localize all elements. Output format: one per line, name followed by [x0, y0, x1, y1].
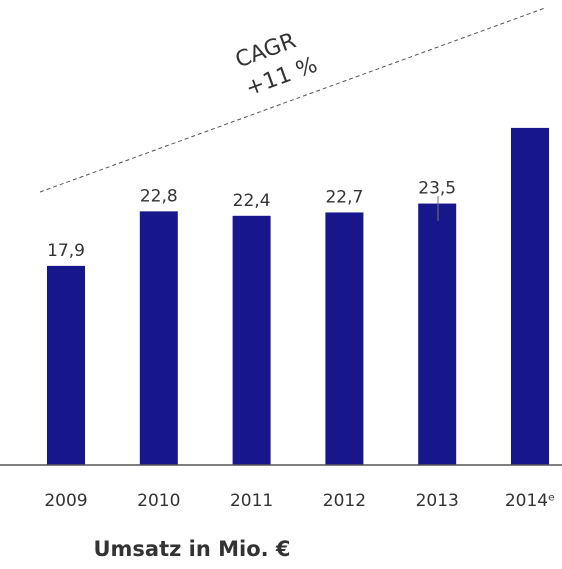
x-tick-label: 2012 [323, 491, 366, 511]
bar [325, 212, 364, 465]
x-tick-label: 2010 [137, 491, 180, 511]
x-tick-label: 2013 [416, 491, 459, 511]
x-tick-label: 2011 [230, 491, 273, 511]
data-label: 23,5 [418, 179, 456, 199]
bar [139, 211, 178, 465]
annotation-group: CAGR +11 % [232, 28, 321, 101]
bar [511, 127, 549, 465]
x-tick-label: 2014ᵉ [505, 491, 555, 511]
data-label: 17,9 [47, 241, 85, 261]
chart-title: Umsatz in Mio. € [93, 537, 290, 561]
data-label: 22,7 [325, 187, 363, 207]
bar [47, 265, 85, 465]
data-label: 22,8 [140, 186, 178, 206]
x-tick-label: 2009 [44, 491, 87, 511]
bar [232, 215, 271, 465]
trend-line [39, 7, 546, 193]
data-label: 22,4 [233, 191, 271, 211]
bar [418, 203, 457, 465]
